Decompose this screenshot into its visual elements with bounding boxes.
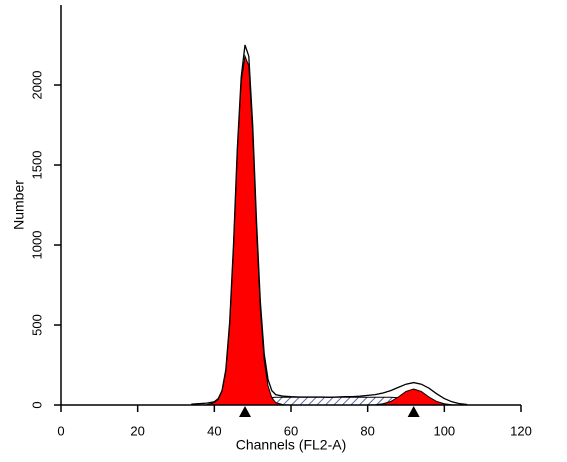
fit-area — [191, 54, 468, 406]
y-tick-label: 1000 — [29, 231, 44, 260]
x-tick-label: 100 — [433, 423, 455, 438]
y-tick-label: 2000 — [29, 71, 44, 100]
x-tick-label: 120 — [510, 423, 532, 438]
x-tick-label: 60 — [284, 423, 298, 438]
histogram-line — [191, 44, 468, 406]
y-axis-label: Number — [11, 180, 27, 230]
y-tick-label: 0 — [29, 401, 44, 408]
x-tick-label: 20 — [130, 423, 144, 438]
x-axis-label: Channels (FL2-A) — [236, 437, 347, 453]
x-tick-label: 40 — [207, 423, 221, 438]
y-tick-label: 500 — [29, 314, 44, 336]
peak-marker — [407, 406, 420, 417]
x-tick-label: 80 — [360, 423, 374, 438]
x-tick-label: 0 — [57, 423, 64, 438]
y-tick-label: 1500 — [29, 151, 44, 180]
peak-marker — [239, 406, 251, 417]
